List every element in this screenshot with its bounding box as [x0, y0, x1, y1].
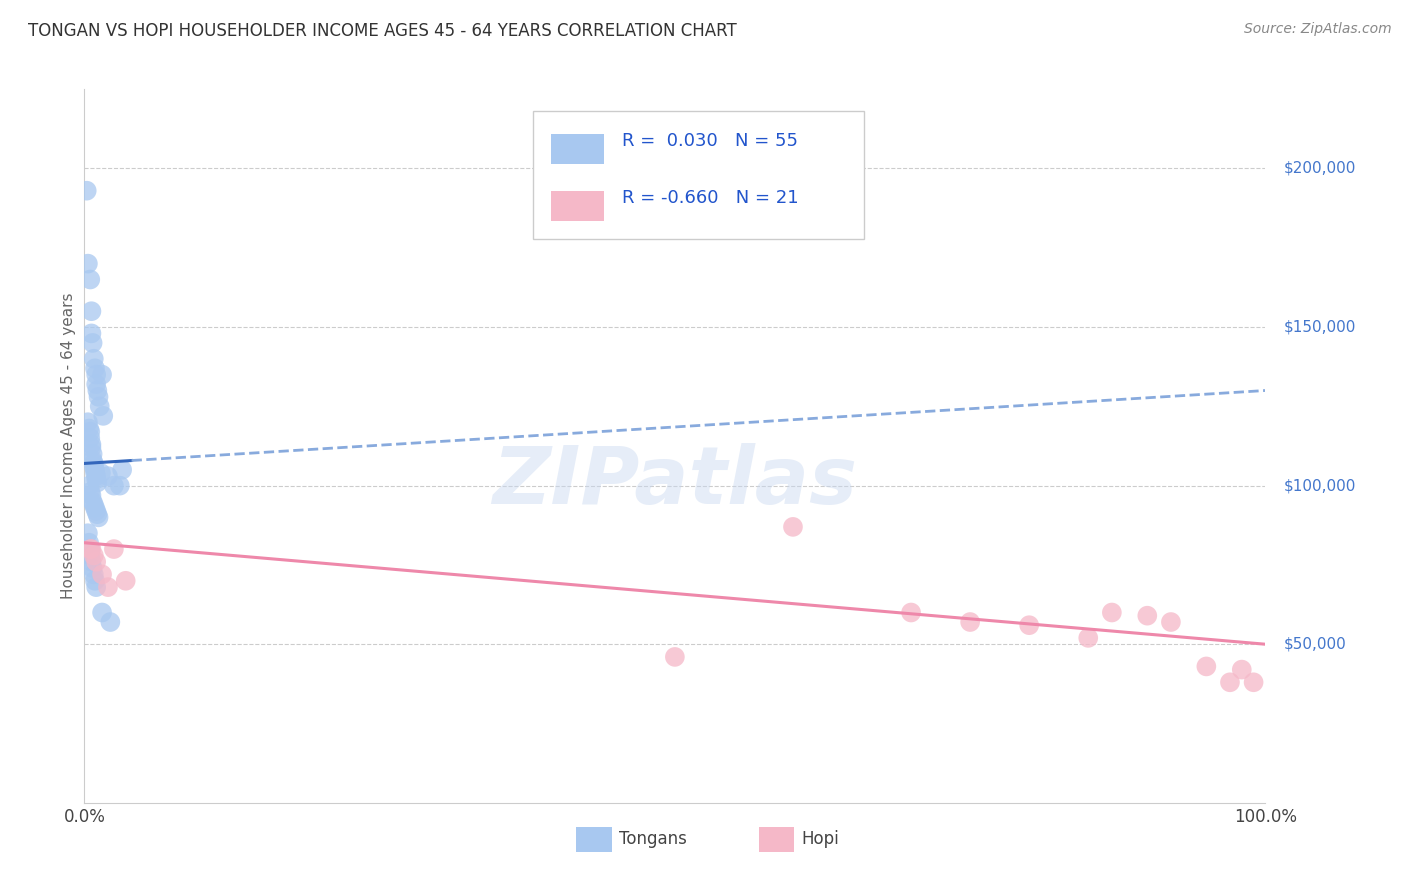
- Point: [87, 390, 110, 404]
- Point: [114, 574, 136, 588]
- Point: [1195, 659, 1218, 673]
- Point: [84, 580, 107, 594]
- Point: [83, 459, 105, 474]
- Point: [80, 488, 103, 502]
- Point: [91, 409, 114, 423]
- Point: [80, 441, 103, 455]
- Point: [97, 469, 120, 483]
- Point: [84, 500, 107, 515]
- Point: [79, 272, 101, 286]
- Point: [80, 304, 103, 318]
- Point: [1243, 675, 1265, 690]
- Point: [1230, 663, 1253, 677]
- Point: [80, 326, 103, 341]
- Text: R = -0.660   N = 21: R = -0.660 N = 21: [621, 189, 799, 207]
- Point: [79, 542, 101, 557]
- Point: [86, 507, 108, 521]
- Point: [84, 377, 107, 392]
- Point: [87, 510, 110, 524]
- Point: [83, 567, 105, 582]
- Point: [80, 555, 103, 569]
- Point: [79, 485, 101, 500]
- Point: [79, 425, 101, 439]
- Point: [84, 463, 107, 477]
- Text: Source: ZipAtlas.com: Source: ZipAtlas.com: [1244, 22, 1392, 37]
- Point: [1018, 618, 1040, 632]
- Point: [77, 415, 100, 429]
- Text: ZIPatlas: ZIPatlas: [492, 442, 858, 521]
- Point: [1136, 608, 1159, 623]
- FancyBboxPatch shape: [551, 191, 605, 221]
- Point: [79, 549, 101, 563]
- Point: [84, 504, 107, 518]
- Text: Tongans: Tongans: [619, 830, 686, 848]
- Text: $50,000: $50,000: [1284, 637, 1347, 652]
- Point: [82, 561, 104, 575]
- Point: [103, 542, 125, 557]
- Point: [82, 453, 104, 467]
- Point: [83, 549, 105, 563]
- Point: [1077, 631, 1099, 645]
- Point: [103, 478, 125, 492]
- FancyBboxPatch shape: [551, 134, 605, 164]
- Point: [82, 335, 104, 350]
- Point: [80, 542, 103, 557]
- Text: TONGAN VS HOPI HOUSEHOLDER INCOME AGES 45 - 64 YEARS CORRELATION CHART: TONGAN VS HOPI HOUSEHOLDER INCOME AGES 4…: [28, 22, 737, 40]
- Point: [77, 257, 100, 271]
- Point: [664, 649, 686, 664]
- Point: [91, 567, 114, 582]
- Y-axis label: Householder Income Ages 45 - 64 years: Householder Income Ages 45 - 64 years: [60, 293, 76, 599]
- Point: [1160, 615, 1182, 629]
- Point: [83, 351, 105, 366]
- Point: [84, 574, 107, 588]
- Point: [77, 526, 100, 541]
- Point: [84, 466, 107, 480]
- Point: [782, 520, 804, 534]
- Point: [84, 368, 107, 382]
- Point: [1101, 606, 1123, 620]
- Point: [84, 555, 107, 569]
- Point: [91, 606, 114, 620]
- FancyBboxPatch shape: [533, 111, 863, 239]
- Point: [82, 447, 104, 461]
- Point: [84, 469, 107, 483]
- Point: [79, 431, 101, 445]
- Point: [86, 475, 108, 490]
- Text: $100,000: $100,000: [1284, 478, 1357, 493]
- Point: [82, 494, 104, 508]
- Point: [84, 361, 107, 376]
- Point: [959, 615, 981, 629]
- Point: [84, 472, 107, 486]
- Text: R =  0.030   N = 55: R = 0.030 N = 55: [621, 132, 797, 150]
- Point: [76, 184, 98, 198]
- Point: [80, 437, 103, 451]
- Point: [90, 466, 112, 480]
- Point: [91, 368, 114, 382]
- Point: [97, 580, 120, 594]
- Point: [79, 542, 101, 557]
- Point: [108, 478, 131, 492]
- Point: [111, 463, 134, 477]
- Point: [83, 498, 105, 512]
- Point: [98, 615, 121, 629]
- Point: [77, 478, 100, 492]
- Text: Hopi: Hopi: [801, 830, 839, 848]
- Point: [77, 535, 100, 549]
- Point: [86, 384, 108, 398]
- Text: $200,000: $200,000: [1284, 161, 1357, 176]
- Point: [77, 421, 100, 435]
- Text: $150,000: $150,000: [1284, 319, 1357, 334]
- Point: [900, 606, 922, 620]
- Point: [83, 457, 105, 471]
- Point: [1219, 675, 1241, 690]
- Point: [89, 400, 111, 414]
